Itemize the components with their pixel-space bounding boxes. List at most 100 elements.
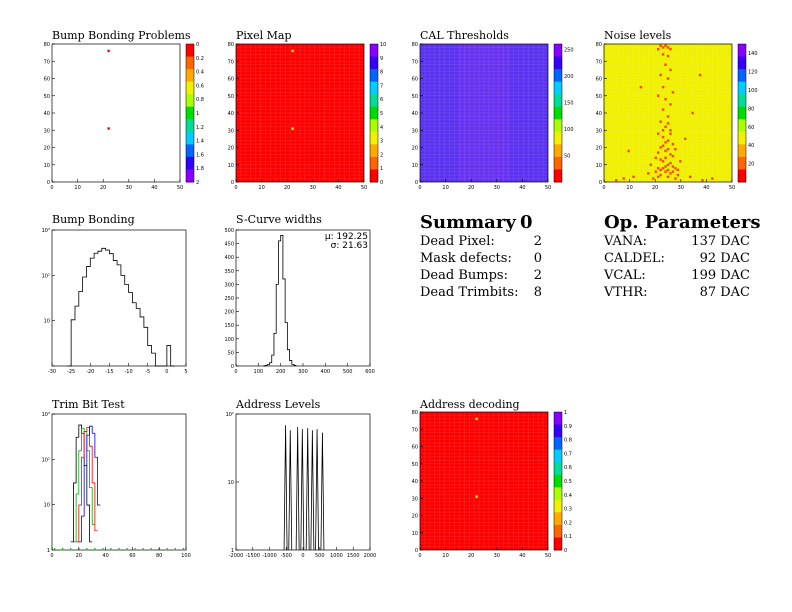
colorbar-tick-label: 0.7 — [564, 451, 572, 457]
op-parameter-value: 87 DAC — [699, 285, 750, 300]
summary-title: Summary — [420, 212, 516, 233]
colorbar-segment — [554, 412, 562, 426]
y-tick-label: 40 — [44, 111, 50, 117]
heatmap-cell — [654, 156, 657, 160]
colorbar-tick-label: 1.6 — [196, 152, 204, 158]
x-tick-label: 5 — [184, 369, 187, 375]
y-tick-label: 0 — [599, 180, 602, 186]
y-tick-label: 150 — [224, 323, 234, 329]
heatmap-cell — [674, 148, 677, 151]
y-tick-label: 30 — [412, 496, 418, 502]
chart-bump-bonding: -30 -25 -20 -15 -10 -5 0 5 10 10² 10³ — [42, 228, 188, 375]
colorbar-tick-label: 5 — [380, 111, 383, 117]
colorbar-tick-label: 0.9 — [564, 424, 572, 430]
y-tick-label: 80 — [228, 42, 234, 48]
y-tick-label: 0 — [231, 364, 234, 370]
y-tick-label: 40 — [412, 111, 418, 117]
colorbar-tick-label: 0.2 — [564, 520, 572, 526]
x-tick-label: -1000 — [262, 553, 277, 559]
y-tick-label: 80 — [596, 42, 602, 48]
baseline-marker — [110, 548, 112, 550]
peak-line — [288, 430, 293, 551]
baseline-marker — [174, 548, 176, 550]
y-tick-label: 60 — [412, 77, 418, 83]
heatmap-cell — [656, 151, 660, 154]
x-tick-label: 30 — [494, 553, 500, 559]
heatmap-cell — [671, 154, 675, 158]
heatmap-fill — [420, 412, 548, 550]
heatmap-cell — [684, 137, 687, 141]
x-tick-label: 30 — [310, 185, 316, 191]
x-tick-label: -20 — [86, 369, 94, 375]
y-tick-label: 40 — [228, 111, 234, 117]
heatmap-cell — [661, 167, 665, 170]
heatmap-cell — [632, 175, 635, 179]
trim-series-line — [78, 425, 101, 543]
colorbar-segment — [554, 44, 562, 58]
y-tick-label: 0 — [415, 548, 418, 554]
colorbar-segment — [554, 524, 562, 538]
heatmap-cell — [661, 46, 665, 49]
heatmap-cell — [674, 167, 677, 170]
y-tick-label: 60 — [44, 77, 50, 83]
y-tick-label: 60 — [596, 77, 602, 83]
baseline-marker — [54, 548, 56, 550]
colorbar-segment — [370, 131, 378, 145]
title-address-decoding: Address decoding — [420, 398, 520, 411]
colorbar-tick-label: 0.8 — [196, 97, 204, 103]
trim-series-line — [73, 428, 95, 543]
colorbar-segment — [370, 81, 378, 95]
colorbar-segment — [738, 156, 746, 170]
plot-frame — [235, 43, 365, 183]
y-tick-label: 350 — [224, 269, 234, 275]
colorbar-segment — [554, 462, 562, 476]
heatmap-cell — [674, 177, 677, 180]
colorbar-segment — [738, 56, 746, 70]
x-tick-label: 600 — [365, 369, 375, 375]
colorbar-segment — [554, 81, 562, 95]
colorbar-tick-label: 100 — [564, 127, 574, 133]
colorbar-tick-label: 1.2 — [196, 125, 204, 131]
colorbar-tick-label: 80 — [748, 106, 754, 112]
heatmap-cell — [647, 172, 650, 175]
colorbar-tick-label: 0.4 — [564, 493, 572, 499]
heatmap-cell — [669, 172, 672, 175]
colorbar-segment — [738, 169, 746, 183]
y-tick-label: 300 — [224, 282, 234, 288]
colorbar-segment — [370, 169, 378, 183]
y-tick-label: 60 — [412, 445, 418, 451]
colorbar-segment — [370, 119, 378, 133]
chart-pixel-map: 0 10 20 30 40 50 0 10 20 30 40 50 60 70 80 0 1 2 3 4 5 6 7 8 9 10 — [228, 42, 387, 191]
colorbar-segment — [186, 81, 194, 95]
colorbar-tick-label: 3 — [380, 139, 383, 145]
x-tick-label: 10 — [74, 185, 80, 191]
colorbar-segment — [186, 56, 194, 70]
heatmap-cell — [661, 129, 665, 132]
summary-row-label: Dead Trimbits: — [420, 285, 519, 300]
colorbar-frame — [185, 43, 195, 183]
x-tick-label: 0 — [50, 185, 53, 191]
y-tick-label: 0 — [415, 180, 418, 186]
heatmap-cell — [659, 158, 662, 161]
heatmap-cell — [659, 120, 662, 123]
x-tick-label: 60 — [129, 553, 135, 559]
chart-address-levels: -2000 -1500 -1000 -500 0 500 1000 1500 2000 1 10 10… — [226, 412, 377, 559]
colorbar-segment — [554, 69, 562, 83]
baseline-marker — [94, 548, 96, 550]
y-tick-label: 30 — [44, 128, 50, 134]
x-tick-label: 40 — [335, 185, 341, 191]
y-tick-label: 200 — [224, 310, 234, 316]
y-tick-label: 0 — [231, 180, 234, 186]
stat-sigma: σ: 21.63 — [331, 241, 368, 251]
title-noise-levels: Noise levels — [604, 29, 672, 42]
heatmap-cell — [676, 168, 680, 172]
y-tick-label: 250 — [224, 296, 234, 302]
y-tick-label: 20 — [228, 146, 234, 152]
baseline-marker — [182, 548, 184, 550]
heatmap-cell — [666, 139, 670, 142]
x-tick-label: 500 — [343, 369, 353, 375]
heatmap-cell — [669, 47, 672, 51]
chart-address-decoding: 0 10 20 30 40 50 0 10 20 30 40 50 60 70 80 0 0.1 0.2 0.3 0.… — [412, 410, 572, 559]
y-tick-label: 20 — [44, 146, 50, 152]
heatmap-cell — [627, 149, 630, 153]
